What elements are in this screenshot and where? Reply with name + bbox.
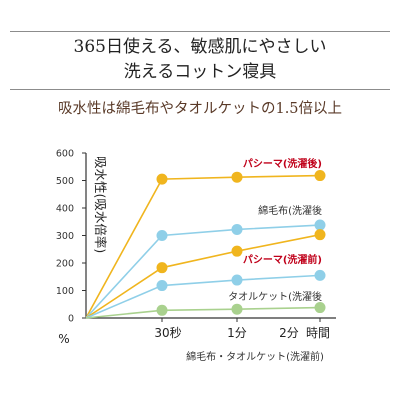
x-axis-label: 時間 <box>306 326 330 340</box>
series-points <box>156 170 326 316</box>
data-point <box>231 303 243 315</box>
data-point <box>156 230 168 241</box>
y-tick-label: 500 <box>56 176 74 187</box>
series-line <box>85 174 321 319</box>
data-point <box>231 245 243 257</box>
chart-subtitle: 吸水性は綿毛布やタオルケットの1.5倍以上 <box>57 101 343 117</box>
series-label: パシーマ(洗濯前) <box>243 253 322 266</box>
x-tick-label: 30秒 <box>154 326 181 340</box>
y-axis-title: 吸水性(吸水倍率) <box>93 156 108 253</box>
y-unit-label: % <box>58 332 69 346</box>
x-tick-label: 1分 <box>227 326 247 340</box>
data-point <box>231 171 243 183</box>
series-line <box>85 233 321 319</box>
series-line <box>85 274 321 319</box>
data-point <box>231 274 243 286</box>
header-top-rule <box>10 31 390 32</box>
header-bottom-rule <box>10 89 390 90</box>
y-tick-label: 600 <box>56 149 74 160</box>
y-tick-label: 200 <box>56 259 74 270</box>
y-tick-label: 300 <box>56 231 74 242</box>
series-line <box>85 306 321 319</box>
y-axis-label: 吸水性(吸水倍率) <box>93 156 108 253</box>
title-line-1: 365日使える、敏感肌にやさしい <box>73 37 327 57</box>
data-point <box>314 170 326 182</box>
y-tick-label: 0 <box>68 314 74 325</box>
y-tick-label: 400 <box>56 204 74 215</box>
axis-ticks: 0 100 200 300 400 500 600% 30秒 1分 2分 時間 <box>56 149 330 347</box>
data-point <box>231 223 243 235</box>
data-point <box>314 219 326 231</box>
data-point <box>314 269 326 281</box>
data-point <box>314 229 326 241</box>
series-label: パシーマ(洗濯後) <box>243 157 322 170</box>
series-line <box>85 224 321 319</box>
x-tick-label: 2分 <box>279 326 299 340</box>
series-label: 綿毛布(洗濯後 <box>258 204 322 217</box>
data-point <box>156 173 168 185</box>
series-label: 綿毛布・タオルケット(洗濯前) <box>186 350 324 363</box>
y-tick-label: 100 <box>56 286 74 297</box>
data-point <box>156 280 168 292</box>
data-point <box>314 302 326 314</box>
data-point <box>156 304 168 316</box>
data-point <box>156 262 168 274</box>
series-label: タオルケット(洗濯後 <box>228 290 322 303</box>
series-lines <box>85 174 321 319</box>
title-line-2: 洗えるコットン寝具 <box>123 62 277 82</box>
